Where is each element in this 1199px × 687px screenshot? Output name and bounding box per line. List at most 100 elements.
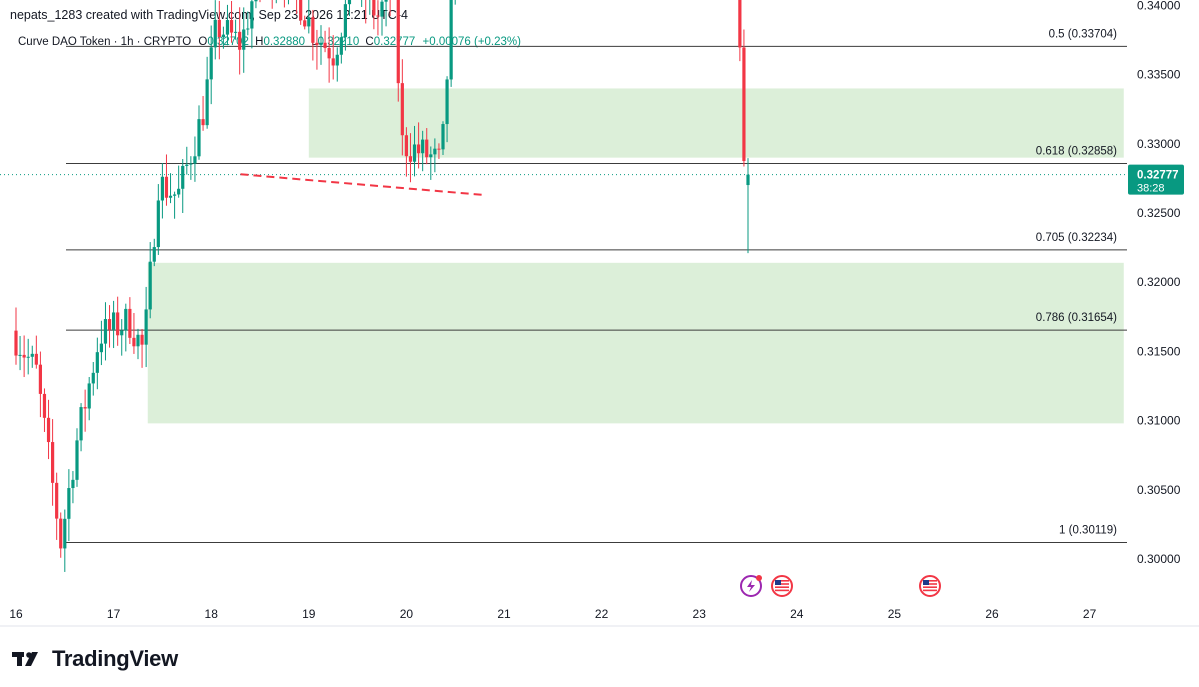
- candle-body: [433, 148, 437, 155]
- us-flag-event-icon: [771, 575, 793, 597]
- candle-body: [319, 42, 323, 45]
- time-axis: 16 17 18 19 20 21 22 23 24 25 26 27: [0, 607, 1199, 627]
- candle-body: [311, 17, 315, 43]
- demand-zone: [308, 88, 1124, 158]
- symbol-name[interactable]: Curve DAO Token · 1h · CRYPTO: [18, 36, 192, 48]
- candle-body: [160, 176, 164, 201]
- candle-body: [34, 353, 38, 365]
- candle-body: [144, 309, 148, 345]
- price-tick-label: 0.31500: [1137, 344, 1181, 358]
- candle-body: [250, 1, 254, 29]
- candle-body: [148, 261, 152, 310]
- candle-body: [234, 31, 238, 33]
- candle-body: [51, 442, 55, 483]
- candle-body: [384, 0, 388, 2]
- candle-body: [173, 194, 177, 196]
- candle-body: [30, 353, 34, 357]
- low-value: 0.32210: [317, 36, 360, 48]
- candle-body: [221, 34, 225, 38]
- candle-body: [225, 20, 230, 35]
- candle-body: [79, 407, 83, 441]
- demand-zone: [147, 262, 1124, 424]
- candle-body: [323, 42, 327, 49]
- last-price-tag: [1128, 164, 1184, 195]
- candle-body: [242, 29, 246, 50]
- flag-stripe: [775, 589, 789, 592]
- candle-body: [156, 200, 160, 248]
- fib-level-label: 0.786 (0.31654): [1036, 312, 1117, 324]
- bar-countdown: 38:28: [1137, 183, 1165, 195]
- candle-body: [445, 79, 449, 125]
- candle-body: [75, 440, 79, 480]
- candle-body: [380, 1, 384, 17]
- candle-body: [120, 330, 124, 336]
- candle-body: [396, 0, 400, 84]
- candle-body: [83, 407, 87, 409]
- close-value: 0.32777: [373, 36, 416, 48]
- flag-stripe: [775, 586, 789, 588]
- candle-body: [87, 383, 91, 409]
- price-tick-label: 0.30000: [1137, 552, 1181, 566]
- change-value: +0.00076 (+0.23%): [422, 36, 521, 48]
- candle-body: [408, 156, 413, 162]
- flag-stripe: [923, 583, 937, 585]
- candle-body: [185, 164, 189, 166]
- candle-body: [71, 479, 75, 489]
- time-tick-label: 23: [693, 607, 707, 621]
- flag-canton: [775, 580, 781, 585]
- candle-body: [343, 4, 347, 38]
- candle-body: [116, 312, 120, 336]
- candle-body: [197, 119, 201, 157]
- candle-body: [425, 139, 429, 158]
- candle-body: [67, 488, 71, 519]
- candle-body: [63, 518, 67, 549]
- lightning-glyph: [747, 580, 755, 592]
- candle-body: [168, 195, 173, 198]
- candle-body: [189, 163, 193, 165]
- candle-body: [303, 20, 307, 27]
- trendline-group: [240, 173, 485, 197]
- candle-body: [246, 28, 250, 30]
- price-tick-label: 0.32500: [1137, 206, 1181, 220]
- price-chart[interactable]: 0 (0.37289)0.5 (0.33704)0.618 (0.32858)0…: [0, 0, 1199, 640]
- time-tick-label: 17: [107, 607, 121, 621]
- candle-body: [42, 393, 47, 418]
- candle-body: [55, 482, 59, 519]
- time-tick-label: 26: [985, 607, 999, 621]
- fib-level-label: 1 (0.30119): [1059, 525, 1117, 537]
- time-tick-label: 25: [888, 607, 902, 621]
- candle-body: [22, 354, 26, 358]
- support-trendline: [240, 173, 485, 197]
- flag-stripe: [775, 580, 789, 582]
- price-tick-label: 0.30500: [1137, 483, 1181, 497]
- tradingview-logo[interactable]: TradingView: [12, 646, 178, 672]
- candle-body: [209, 47, 213, 80]
- candle-body: [400, 83, 404, 136]
- candle-body: [327, 48, 331, 59]
- candle-body: [217, 19, 221, 38]
- highlight-zones: [147, 88, 1124, 424]
- candle-body: [136, 334, 140, 347]
- candle-body: [46, 417, 51, 443]
- flag-stripe: [923, 580, 937, 582]
- candle-body: [152, 247, 156, 262]
- candle-body: [181, 165, 185, 189]
- candle-body: [746, 174, 750, 186]
- candle-body: [437, 148, 441, 150]
- time-tick-label: 24: [790, 607, 804, 621]
- candle-body: [335, 54, 339, 66]
- candle-body: [347, 0, 352, 5]
- price-tick-label: 0.33500: [1137, 68, 1181, 82]
- candle-body: [26, 356, 30, 358]
- candle-body: [307, 17, 311, 27]
- time-tick-label: 19: [302, 607, 316, 621]
- candle-body: [128, 308, 132, 338]
- candle-body: [449, 0, 453, 80]
- candle-body: [229, 20, 234, 33]
- price-tick-label: 0.31000: [1137, 414, 1181, 428]
- price-tick-label: 0.34000: [1137, 0, 1181, 12]
- time-tick-label: 27: [1083, 607, 1097, 621]
- flag-canton: [923, 580, 929, 585]
- candle-body: [254, 0, 258, 2]
